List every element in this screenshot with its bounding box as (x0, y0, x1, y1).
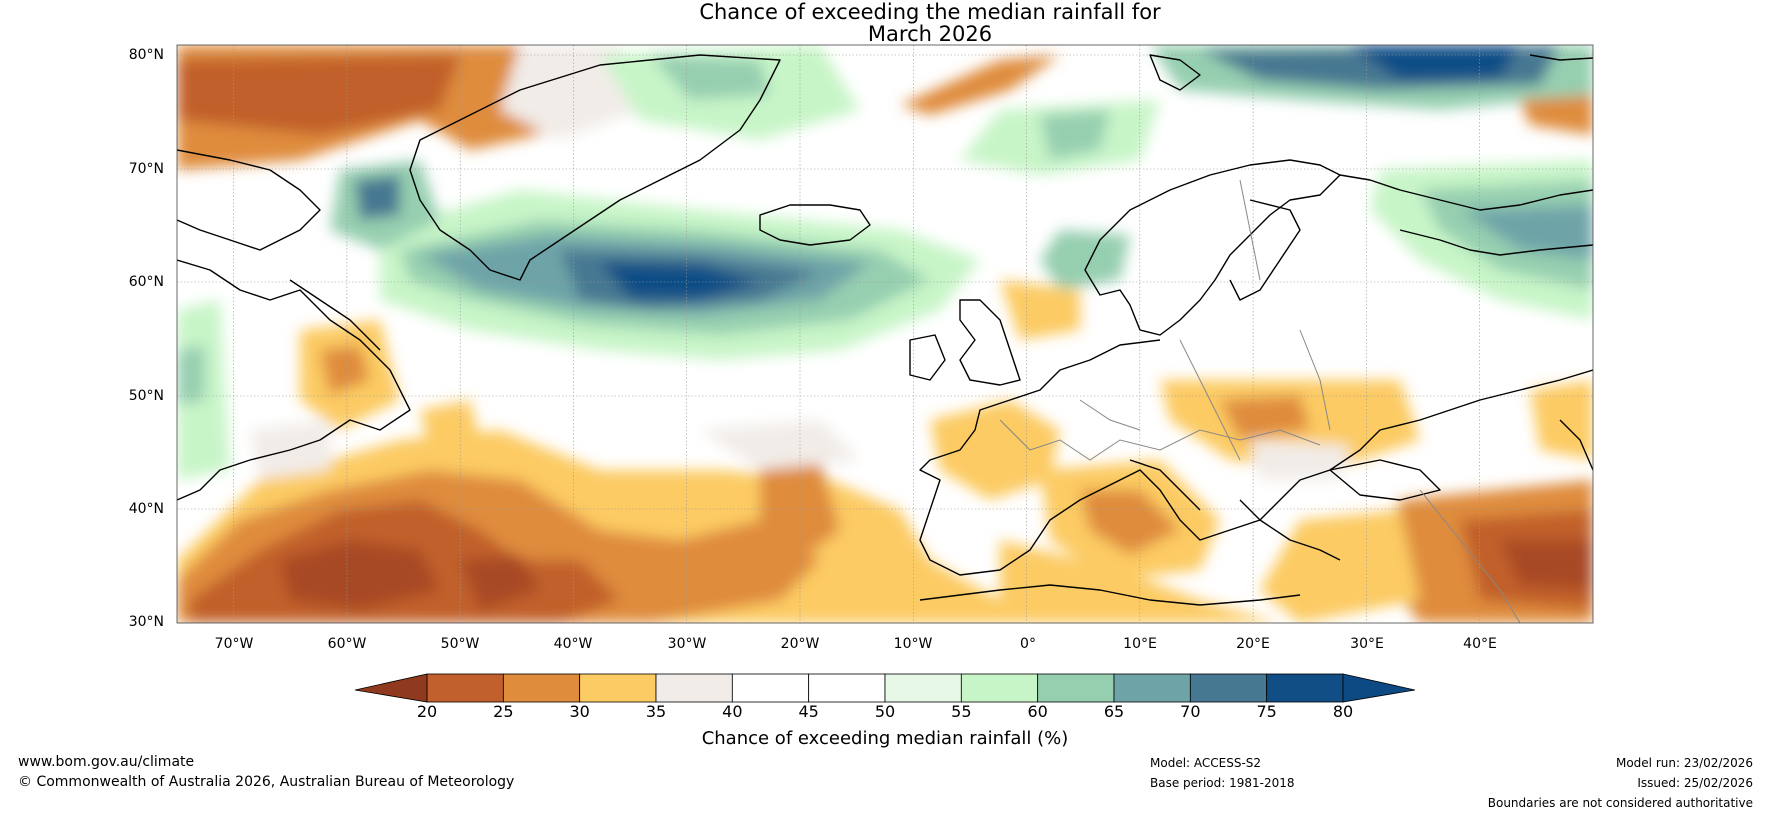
lat-label-60n: 60°N (128, 274, 164, 290)
website-link[interactable]: www.bom.gov.au/climate (18, 754, 195, 770)
copyright-text: © Commonwealth of Australia 2026, Austra… (18, 774, 515, 790)
colorbar-bin-55-60 (960, 673, 1039, 703)
colorbar-tick-55: 55 (951, 702, 972, 721)
colorbar-tick-75: 75 (1256, 702, 1277, 721)
colorbar-tick-20: 20 (416, 702, 438, 721)
lat-label-70n: 70°N (128, 161, 164, 177)
colorbar-tick-30: 30 (569, 702, 590, 721)
colorbar-bin-30-35 (579, 673, 657, 703)
country-borders (999, 179, 1521, 623)
lon-label-40w: 40°W (553, 636, 593, 652)
colorbar-tick-60: 60 (1027, 702, 1048, 721)
coastlines (177, 54, 1593, 606)
graticule (177, 45, 1593, 623)
colorbar-bin-70-75 (1189, 673, 1268, 703)
colorbar-bin-50-55 (884, 673, 962, 703)
colorbar-tick-65: 65 (1103, 702, 1125, 721)
colorbar-tick-50: 50 (874, 702, 896, 721)
colorbar-bin-20-25 (426, 673, 504, 703)
colorbar-tick-80: 80 (1332, 702, 1354, 721)
colorbar-tick-25: 25 (493, 702, 514, 721)
colorbar-tick-35: 35 (645, 702, 667, 721)
model-run-date: Model run: 23/02/2026 (1615, 756, 1753, 770)
lat-label-80n: 80°N (128, 47, 164, 63)
colorbar-tick-45: 45 (798, 702, 819, 721)
lon-label-10e: 10°E (1123, 636, 1157, 652)
map-title-line-2: March 2026 (867, 22, 993, 46)
probability-shading (177, 45, 1593, 623)
colorbar-bin-40-45 (731, 673, 810, 703)
colorbar-bin-65-70 (1113, 673, 1191, 703)
colorbar-label: Chance of exceeding median rainfall (%) (701, 728, 1069, 749)
base-period-info: Base period: 1981-2018 (1150, 776, 1295, 790)
lat-label-30n: 30°N (128, 614, 164, 630)
map-frame (176, 44, 1594, 624)
colorbar-over-arrow (1342, 673, 1416, 703)
boundaries-disclaimer: Boundaries are not considered authoritat… (1487, 796, 1753, 810)
lon-label-10w: 10°W (893, 636, 933, 652)
lon-label-30e: 30°E (1350, 636, 1384, 652)
issued-date: Issued: 25/02/2026 (1637, 776, 1753, 790)
model-info: Model: ACCESS-S2 (1150, 756, 1262, 770)
colorbar-bin-45-50 (808, 673, 886, 703)
lon-label-50w: 50°W (440, 636, 480, 652)
lon-label-20e: 20°E (1236, 636, 1270, 652)
lon-label-70w: 70°W (214, 636, 254, 652)
colorbar-bin-60-65 (1037, 673, 1115, 703)
lat-label-40n: 40°N (128, 501, 164, 517)
colorbar-tick-40: 40 (722, 702, 743, 721)
lon-label-60w: 60°W (327, 636, 367, 652)
colorbar (354, 673, 1416, 703)
map-title-line-1: Chance of exceeding the median rainfall … (699, 0, 1161, 24)
colorbar-bin-35-40 (655, 673, 733, 703)
lat-label-50n: 50°N (128, 388, 164, 404)
colorbar-bin-75-80 (1266, 673, 1344, 703)
colorbar-bin-25-30 (502, 673, 581, 703)
lon-label-0: 0° (1020, 636, 1036, 652)
lon-label-20w: 20°W (780, 636, 820, 652)
colorbar-under-arrow (354, 673, 428, 703)
lon-label-40e: 40°E (1463, 636, 1497, 652)
lon-label-30w: 30°W (667, 636, 707, 652)
colorbar-tick-70: 70 (1180, 702, 1201, 721)
rainfall-probability-map (176, 44, 1594, 624)
